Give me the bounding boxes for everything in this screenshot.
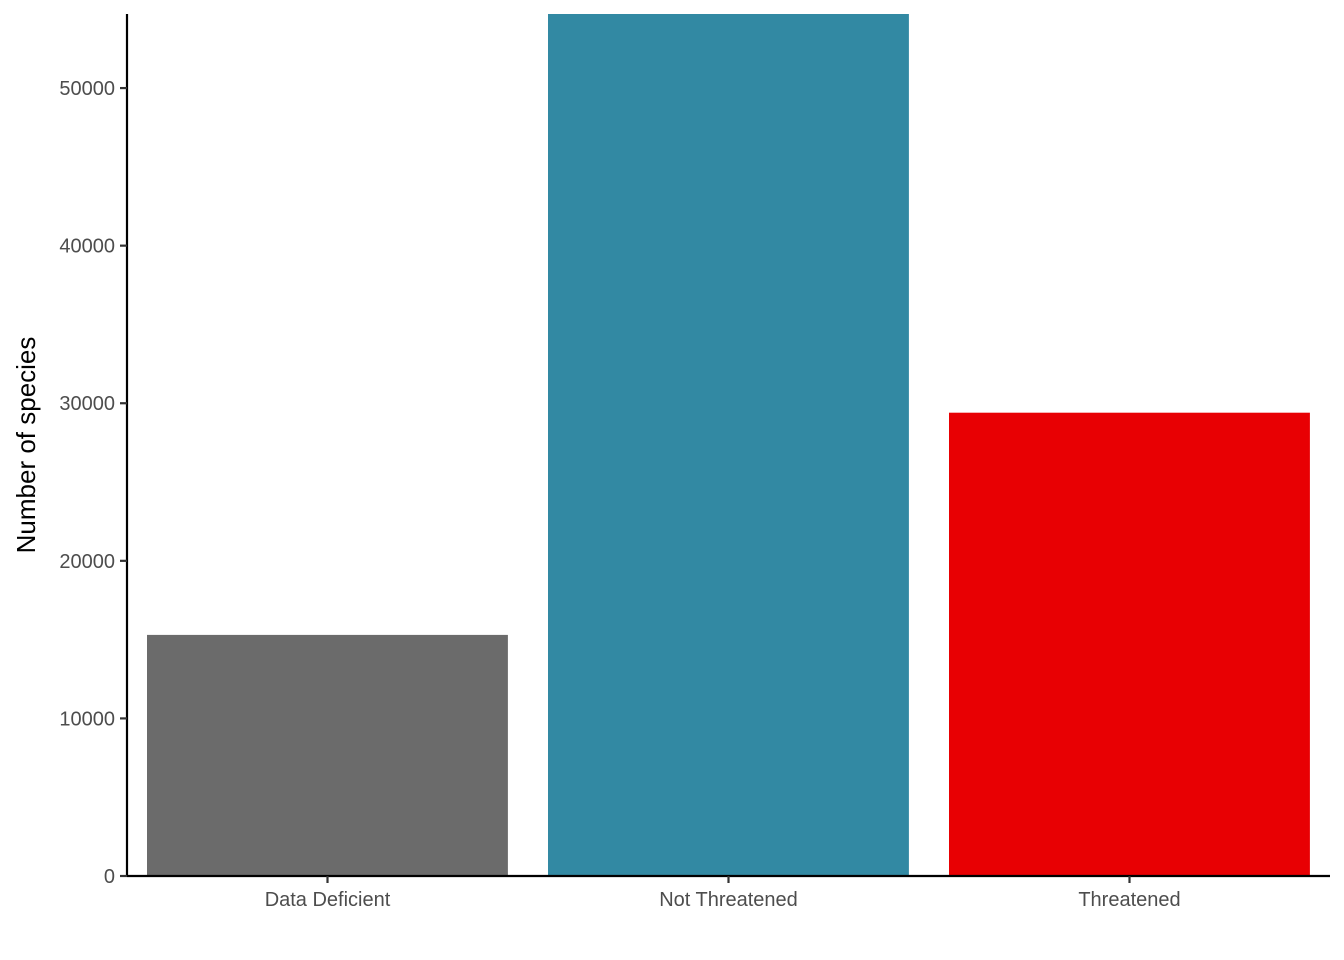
x-tick-label: Threatened bbox=[1078, 889, 1180, 911]
bar-threatened bbox=[949, 412, 1310, 876]
y-tick-label: 0 bbox=[104, 866, 115, 888]
bar-data-deficient bbox=[147, 634, 508, 876]
bar-not-threatened bbox=[548, 14, 909, 876]
y-tick-label: 40000 bbox=[59, 236, 115, 258]
x-tick-label: Not Threatened bbox=[659, 889, 798, 911]
y-axis-title: Number of species bbox=[11, 337, 41, 554]
y-tick-label: 50000 bbox=[59, 78, 115, 100]
y-axis-ticks: 0 10000 20000 30000 40000 50000 bbox=[59, 78, 127, 888]
y-tick-label: 10000 bbox=[59, 708, 115, 730]
x-axis-ticks: Data Deficient Not Threatened Threatened bbox=[265, 876, 1181, 911]
y-tick-label: 20000 bbox=[59, 551, 115, 573]
y-tick-label: 30000 bbox=[59, 393, 115, 415]
x-tick-label: Data Deficient bbox=[265, 889, 391, 911]
bars-group bbox=[147, 14, 1310, 876]
